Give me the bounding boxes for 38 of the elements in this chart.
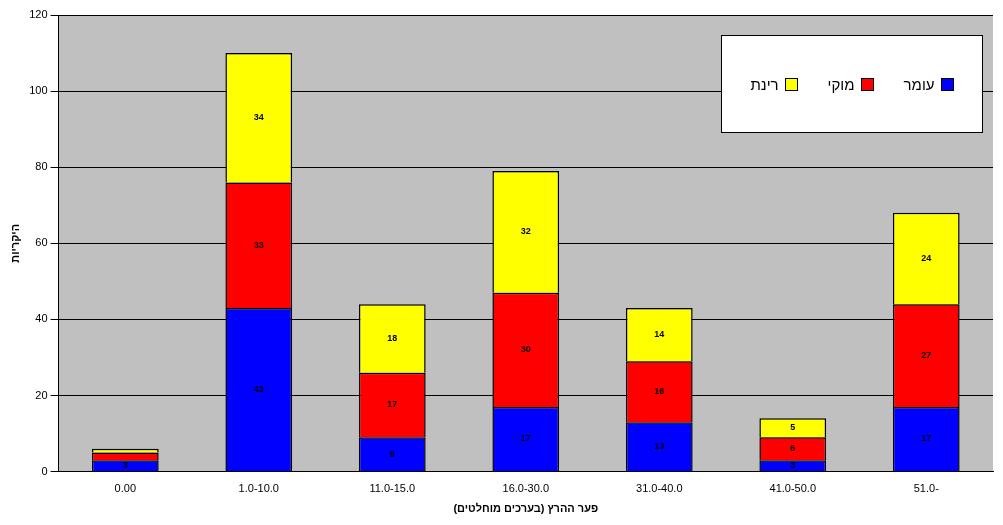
x-axis-title: פער ההרץ (בערכים מוחלטים) xyxy=(453,502,599,515)
y-tick-label: 0 xyxy=(41,464,48,477)
data-label: 17 xyxy=(387,399,398,410)
data-label: 33 xyxy=(253,239,264,250)
legend-label: רינת xyxy=(750,75,779,93)
legend-label: מוקי xyxy=(827,75,855,93)
y-tick-label: 80 xyxy=(35,160,48,173)
data-label: 24 xyxy=(921,253,932,263)
data-label: 34 xyxy=(253,112,264,123)
x-tick-label: 0.00 xyxy=(114,482,137,495)
data-label: 27 xyxy=(921,350,932,361)
data-label: 30 xyxy=(520,344,531,355)
data-label: 17 xyxy=(921,433,932,444)
y-tick-label: 20 xyxy=(35,388,48,401)
y-tick-label: 40 xyxy=(35,312,48,325)
data-label: 9 xyxy=(389,448,395,459)
data-label: 5 xyxy=(790,422,796,433)
data-label: 13 xyxy=(654,441,665,452)
data-label: 3 xyxy=(790,460,796,471)
x-tick-label: 1.0-10.0 xyxy=(238,482,279,495)
x-tick-label: 51.0- xyxy=(913,482,940,495)
data-label: 43 xyxy=(253,384,264,395)
data-label: 6 xyxy=(790,443,796,454)
x-tick-label: 16.0-30.0 xyxy=(502,482,550,495)
data-label: 3 xyxy=(122,460,128,471)
y-axis-title: היקריות xyxy=(8,223,21,263)
y-tick-label: 120 xyxy=(29,8,48,21)
data-label: 18 xyxy=(387,332,398,343)
x-tick-label: 11.0-15.0 xyxy=(369,482,416,495)
legend-label: עומר xyxy=(903,75,935,93)
y-tick-label: 60 xyxy=(35,236,48,249)
data-label: 16 xyxy=(654,386,665,397)
data-label: 17 xyxy=(520,433,531,444)
x-tick-label: 41.0-50.0 xyxy=(769,482,816,495)
data-label: 14 xyxy=(654,329,665,340)
x-tick-label: 31.0-40.0 xyxy=(636,482,683,495)
y-tick-label: 100 xyxy=(29,84,48,97)
data-label: 32 xyxy=(520,226,531,237)
